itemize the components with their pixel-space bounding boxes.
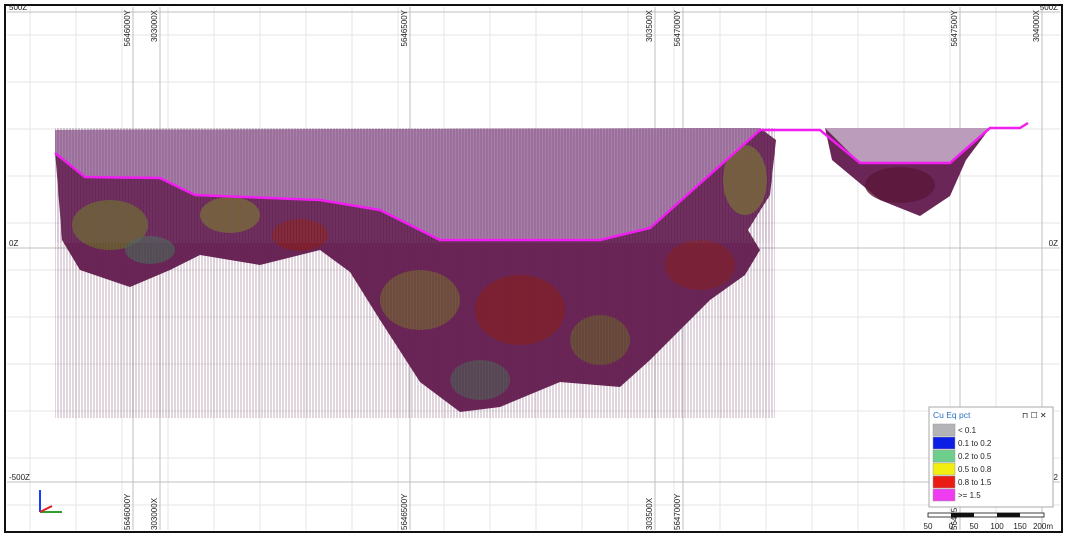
top-label: 5646000Y xyxy=(123,9,132,46)
grid: 500Z500Z0Z0Z-500Z5025646000Y303000X56465… xyxy=(7,3,1060,530)
legend-panel: Cu Eq pct ⊓ ☐ ✕ < 0.1 0.1 to 0.2 0.2 to 0.… xyxy=(928,406,1054,508)
top-label: 304000X xyxy=(1032,9,1041,42)
legend-title: Cu Eq pct xyxy=(933,410,971,420)
scale-label: 50 xyxy=(970,522,979,531)
legend-label: >= 1.5 xyxy=(958,491,981,500)
elevation-label-right: 0Z xyxy=(1049,239,1058,248)
legend-label: 0.8 to 1.5 xyxy=(958,478,992,487)
top-label: 5647000Y xyxy=(673,9,682,46)
top-label: 303500X xyxy=(645,9,654,42)
bottom-label: 303500X xyxy=(645,497,654,530)
bottom-label: 5647000Y xyxy=(673,493,682,530)
legend-label: 0.2 to 0.5 xyxy=(958,452,992,461)
legend-swatch xyxy=(932,462,956,476)
bottom-label: 5646500Y xyxy=(400,493,409,530)
legend-swatch xyxy=(932,475,956,489)
top-label: 5647500Y xyxy=(950,9,959,46)
scale-label: 200m xyxy=(1033,522,1053,531)
scale-label: 0 xyxy=(949,522,954,531)
legend-swatch xyxy=(932,423,956,437)
elevation-label: 500Z xyxy=(9,3,27,12)
top-label: 5646500Y xyxy=(400,9,409,46)
legend-label: 0.1 to 0.2 xyxy=(958,439,992,448)
elevation-label: 0Z xyxy=(9,239,18,248)
bottom-label: 5646000Y xyxy=(123,493,132,530)
elevation-label-right: 500Z xyxy=(1040,3,1058,12)
legend-swatch xyxy=(932,488,956,502)
scale-label: 100 xyxy=(990,522,1004,531)
bottom-label: 303000X xyxy=(150,497,159,530)
elevation-label: -500Z xyxy=(9,473,30,482)
legend-label: < 0.1 xyxy=(958,426,977,435)
block-model xyxy=(54,121,1029,418)
top-label: 303000X xyxy=(150,9,159,42)
pin-button[interactable]: ⊓ ☐ ✕ xyxy=(1022,411,1047,420)
scale-label: 150 xyxy=(1013,522,1027,531)
scale-bar: 50 0 50 100 150 200m xyxy=(924,512,1053,531)
bottom-label: 5647500Y xyxy=(950,493,959,530)
scale-label: 50 xyxy=(924,522,933,531)
legend-swatch xyxy=(932,449,956,463)
legend-label: 0.5 to 0.8 xyxy=(958,465,992,474)
axis-triad xyxy=(39,490,62,513)
legend-swatch xyxy=(932,436,956,450)
